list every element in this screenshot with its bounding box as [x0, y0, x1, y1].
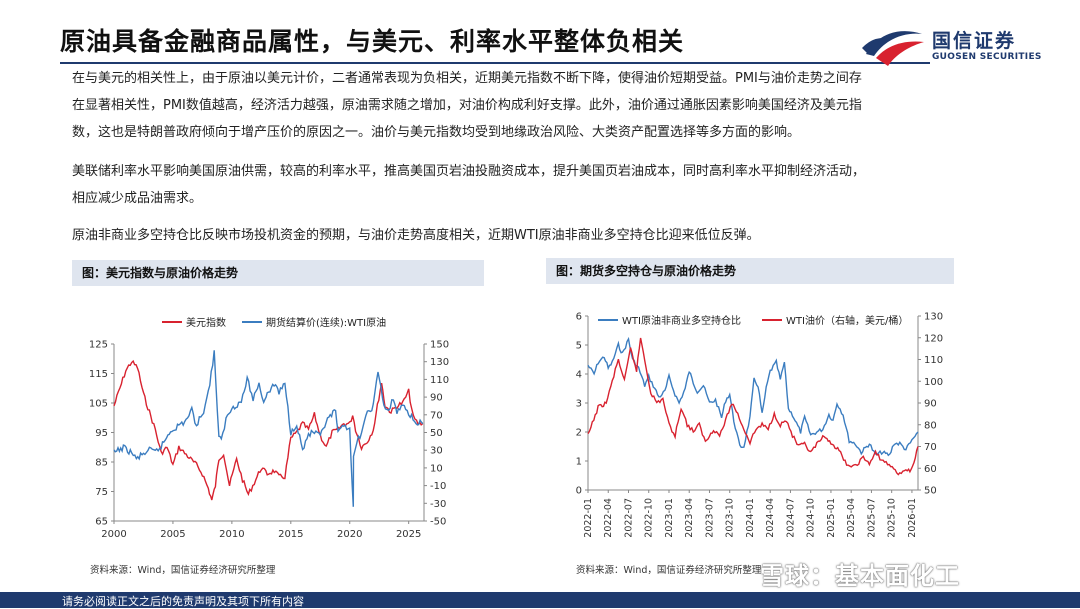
- y-right-tick-label: 130: [430, 357, 449, 368]
- dollar-oil-chart: 美元指数 期货结算价(连续):WTI原油 125 115 105 95 85 75 65 15…: [89, 316, 449, 540]
- x-tick-label: 2015: [278, 529, 303, 540]
- x-tick-label: 2022-07: [623, 498, 634, 538]
- y-left-tick-label: 125: [89, 340, 108, 351]
- paragraph-line: 原油非商业多空持仓比反映市场投机资金的预期，与油价走势高度相关，近期WTI原油非…: [72, 228, 760, 243]
- paragraph-line: 美联储利率水平影响美国原油供需，较高的利率水平，推高美国页岩油投融资成本，提升美…: [72, 164, 866, 179]
- x-tick-label: 2024-10: [806, 498, 817, 538]
- title-underline: [60, 62, 930, 64]
- series-line-primary: [587, 336, 919, 457]
- y-right-tick-label: -10: [430, 481, 446, 492]
- x-tick-label: 2022-10: [644, 498, 655, 538]
- y-right-tick-label: 100: [924, 377, 943, 388]
- x-tick-label: 2025-04: [846, 498, 857, 538]
- x-tick-label: 2023-01: [664, 498, 675, 538]
- y-left-tick-label: 2: [576, 428, 582, 439]
- y-left-tick-label: 4: [576, 370, 582, 381]
- y-right-tick-label: 50: [430, 428, 443, 439]
- x-tick-label: 2026-01: [907, 498, 918, 538]
- y-right-tick-label: 50: [924, 486, 937, 497]
- series-line-secondary: [587, 337, 919, 476]
- y-right-tick-label: 90: [430, 393, 443, 404]
- y-left-tick-label: 85: [95, 458, 108, 469]
- legend: 美元指数 期货结算价(连续):WTI原油: [162, 316, 386, 329]
- y-right-tick-label: -50: [430, 517, 446, 528]
- x-tick-label: 2022-01: [583, 498, 594, 538]
- x-tick-label: 2025-01: [826, 498, 837, 538]
- x-tick-label: 2022-04: [603, 498, 614, 538]
- y-left-tick-label: 5: [576, 341, 582, 352]
- brand-logo: 国信证券 GUOSEN SECURITIES: [862, 24, 1062, 68]
- x-tick-label: 2024-01: [745, 498, 756, 538]
- paragraph-positioning: 原油非商业多空持仓比反映市场投机资金的预期，与油价走势高度相关，近期WTI原油非…: [72, 222, 760, 249]
- y-left-tick-label: 65: [95, 517, 108, 528]
- logo-chinese-name: 国信证券: [932, 30, 1017, 52]
- y-left-tick-label: 75: [95, 487, 108, 498]
- legend-label-wti: 期货结算价(连续):WTI原油: [266, 316, 386, 329]
- positioning-oil-chart: WTI原油非商业多空持仓比 WTI油价（右轴，美元/桶） 6 5 4 3 2 1 0 130 1…: [576, 312, 943, 538]
- legend-label-ratio: WTI原油非商业多空持仓比: [622, 314, 741, 327]
- page-title: 原油具备金融商品属性，与美元、利率水平整体负相关: [60, 27, 685, 56]
- x-tick-label: 2025: [396, 529, 421, 540]
- x-tick-label: 2005: [160, 529, 185, 540]
- x-tick-label: 2023-04: [684, 498, 695, 538]
- paragraph-line: 相应减少成品油需求。: [72, 191, 203, 206]
- x-tick-label: 2023-10: [725, 498, 736, 538]
- y-right-tick-label: 80: [924, 420, 937, 431]
- y-right-tick-label: 70: [924, 442, 937, 453]
- y-right-tick-label: 150: [430, 340, 449, 351]
- y-left-tick-label: 105: [89, 399, 108, 410]
- right-chart-source: 资料来源：Wind，国信证券经济研究所整理: [576, 565, 762, 576]
- x-tick-label: 2000: [101, 529, 126, 540]
- y-right-tick-label: 60: [924, 464, 937, 475]
- y-right-tick-label: 120: [924, 333, 943, 344]
- y-right-tick-label: 110: [430, 375, 449, 386]
- x-tick-label: 2025-07: [866, 498, 877, 538]
- series-line-secondary: [113, 350, 424, 507]
- left-chart-source: 资料来源：Wind，国信证券经济研究所整理: [90, 565, 276, 576]
- watermark-text: 雪球：基本面化工: [760, 562, 960, 590]
- paragraph-interest-rate: 美联储利率水平影响美国原油供需，较高的利率水平，推高美国页岩油投融资成本，提升美…: [72, 158, 865, 212]
- y-left-tick-label: 6: [576, 312, 582, 323]
- y-right-tick-label: 90: [924, 399, 937, 410]
- x-tick-label: 2024-04: [765, 498, 776, 538]
- footer-bar: 请务必阅读正文之后的免责声明及其项下所有内容: [0, 592, 1080, 608]
- logo-english-name: GUOSEN SECURITIES: [932, 52, 1042, 62]
- y-left-tick-label: 115: [89, 369, 108, 380]
- legend-label-dxy: 美元指数: [186, 316, 226, 329]
- y-left-tick-label: 95: [95, 428, 108, 439]
- y-right-tick-label: 30: [430, 446, 443, 457]
- y-left-tick-label: 3: [576, 399, 582, 410]
- paragraph-line: 在与美元的相关性上，由于原油以美元计价，二者通常表现为负相关，近期美元指数不断下…: [72, 71, 862, 86]
- x-tick-label: 2025-10: [887, 498, 898, 538]
- footer-disclaimer: 请务必阅读正文之后的免责声明及其项下所有内容: [62, 595, 304, 608]
- x-tick-label: 2020: [337, 529, 362, 540]
- legend: WTI原油非商业多空持仓比 WTI油价（右轴，美元/桶）: [598, 314, 908, 327]
- y-right-tick-label: 110: [924, 355, 943, 366]
- paragraph-line: 数，这也是特朗普政府倾向于增产压价的原因之一。油价与美元指数均受到地缘政治风险、…: [72, 125, 801, 140]
- right-chart-heading: 图：期货多空持仓与原油价格走势: [546, 258, 954, 284]
- y-right-tick-label: 70: [430, 410, 443, 421]
- x-tick-label: 2023-07: [704, 498, 715, 538]
- y-right-tick-label: 10: [430, 463, 443, 474]
- guosen-logo-icon: [862, 31, 924, 66]
- x-tick-label: 2024-07: [785, 498, 796, 538]
- paragraph-line: 在显著相关性，PMI数值越高，经济活力越强，原油需求随之增加，对油价构成利好支撑…: [72, 98, 862, 113]
- y-left-tick-label: 0: [576, 486, 582, 497]
- left-chart-heading: 图：美元指数与原油价格走势: [72, 260, 484, 286]
- x-tick-label: 2010: [219, 529, 244, 540]
- series-line-primary: [113, 359, 424, 501]
- paragraph-dollar-correlation: 在与美元的相关性上，由于原油以美元计价，二者通常表现为负相关，近期美元指数不断下…: [72, 65, 862, 146]
- y-right-tick-label: -30: [430, 499, 446, 510]
- y-left-tick-label: 1: [576, 457, 582, 468]
- legend-label-wti-price: WTI油价（右轴，美元/桶）: [786, 314, 908, 327]
- y-right-tick-label: 130: [924, 312, 943, 323]
